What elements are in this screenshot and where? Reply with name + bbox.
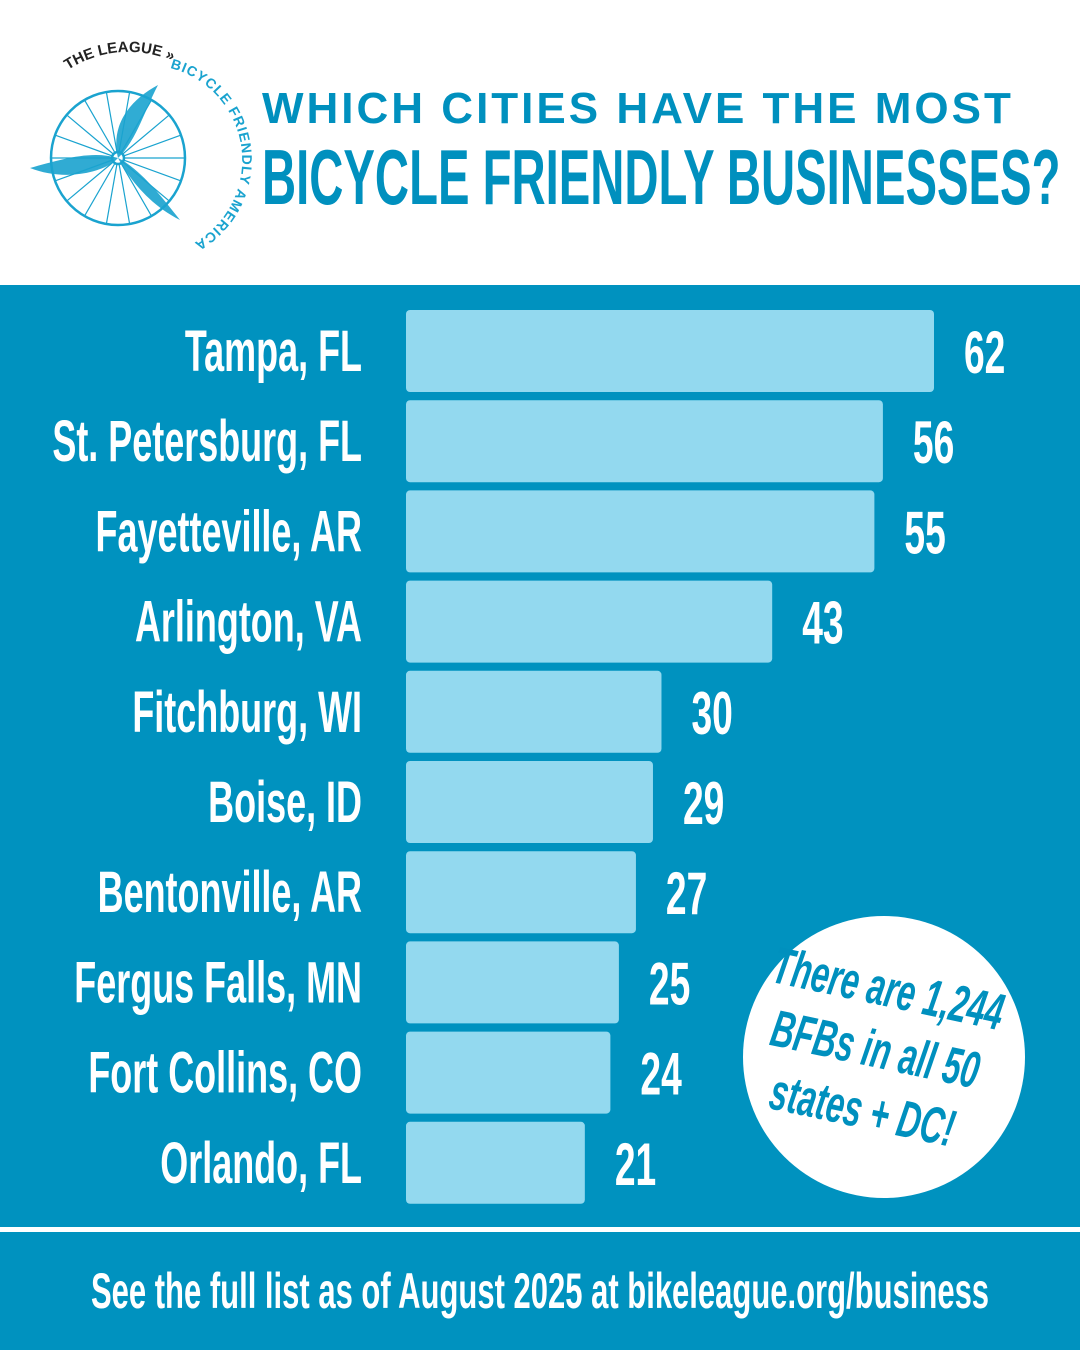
bar-chart: Tampa, FL 62 St. Petersburg, FL 56 Fayettevi… <box>0 285 1080 1227</box>
bar <box>406 400 883 483</box>
svg-text:THE LEAGUE »: THE LEAGUE » <box>61 39 177 74</box>
category-label: Fayetteville, AR <box>96 500 362 565</box>
bar <box>406 1121 585 1204</box>
bar <box>406 670 662 753</box>
bar <box>406 490 875 573</box>
category-label: Fitchburg, WI <box>132 680 362 745</box>
category-label: St. Petersburg, FL <box>52 410 362 475</box>
value-label: 24 <box>640 1041 682 1108</box>
value-label: 27 <box>666 860 707 927</box>
value-label: 29 <box>683 770 724 837</box>
category-label: Boise, ID <box>208 770 362 835</box>
value-label: 56 <box>913 409 954 476</box>
svg-text:BICYCLE FRIENDLY AMERICA: BICYCLE FRIENDLY AMERICA <box>169 55 255 254</box>
footer-link-text[interactable]: See the full list as of August 2025 at b… <box>90 1263 990 1319</box>
bar <box>406 761 653 843</box>
value-label: 62 <box>964 319 1005 386</box>
bar <box>406 851 636 934</box>
category-label: Bentonville, AR <box>98 861 362 926</box>
value-label: 55 <box>904 499 945 566</box>
footer: See the full list as of August 2025 at b… <box>0 1232 1080 1350</box>
bar <box>406 310 934 392</box>
value-label: 30 <box>691 680 732 747</box>
category-label: Orlando, FL <box>160 1131 362 1196</box>
bar <box>406 580 773 663</box>
title-line-2: BICYCLE FRIENDLY BUSINESSES? <box>262 133 1061 221</box>
value-label: 43 <box>802 590 843 657</box>
category-label: Arlington, VA <box>135 590 362 655</box>
value-label: 25 <box>649 950 690 1017</box>
bar <box>406 1031 611 1114</box>
category-label: Fergus Falls, MN <box>74 951 362 1016</box>
value-label: 21 <box>615 1131 656 1198</box>
title-line-1: WHICH CITIES HAVE THE MOST <box>262 84 1014 133</box>
category-label: Tampa, FL <box>185 319 362 384</box>
bar <box>406 941 619 1024</box>
category-label: Fort Collins, CO <box>88 1041 362 1106</box>
league-logo: THE LEAGUE » BICYCLE FRIENDLY AMERICA <box>30 39 255 254</box>
